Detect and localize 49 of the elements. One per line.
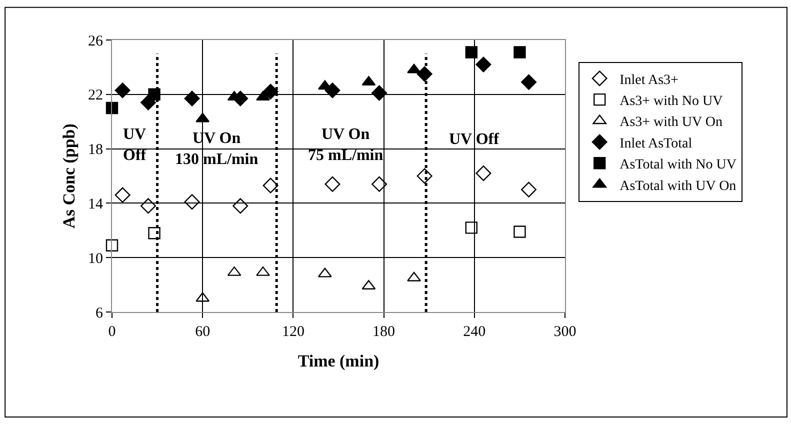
- point: [114, 82, 130, 98]
- legend-label: AsTotal with No UV: [620, 158, 736, 173]
- point: [148, 227, 160, 240]
- y-tick-label: 18: [88, 142, 103, 158]
- annotation: UV Off: [449, 131, 500, 148]
- x-tick-label: 240: [463, 324, 486, 340]
- x-tick-label: 300: [554, 324, 576, 340]
- point: [184, 90, 200, 106]
- point: [148, 88, 160, 100]
- y-tick-label: 10: [88, 250, 103, 267]
- point: [465, 222, 478, 234]
- legend-label: As3+ with No UV: [620, 94, 723, 110]
- point: [262, 178, 278, 194]
- y-tick-label: 14: [88, 196, 104, 212]
- x-tick-label: 180: [372, 324, 396, 340]
- point: [372, 85, 388, 101]
- point: [140, 198, 156, 214]
- y-tick-label: 22: [88, 88, 103, 104]
- point: [256, 266, 270, 276]
- annotation: UV On 75 mL/min: [308, 126, 384, 164]
- point: [372, 176, 388, 192]
- point: [184, 194, 200, 210]
- point: [514, 46, 526, 58]
- legend-label: Inlet AsTotal: [620, 136, 692, 152]
- legend-label: As3+ with UV On: [620, 115, 723, 130]
- point: [407, 64, 421, 74]
- point: [476, 56, 492, 72]
- point: [476, 166, 492, 182]
- point: [114, 187, 130, 203]
- point: [232, 198, 248, 214]
- x-tick-label: 60: [195, 324, 210, 340]
- x-tick-label: 120: [282, 324, 304, 340]
- annotation: UV Off: [123, 126, 147, 164]
- legend-label: AsTotal with UV On: [620, 178, 736, 194]
- y-tick-label: 6: [96, 305, 104, 322]
- point: [465, 46, 478, 58]
- point: [521, 182, 537, 198]
- point: [416, 168, 432, 184]
- legend-label: Inlet As3+: [620, 72, 679, 88]
- x-tick-label: 0: [108, 324, 116, 340]
- point: [407, 272, 421, 282]
- y-axis-title: As Conc (ppb): [60, 124, 79, 228]
- y-tick-label: 26: [88, 33, 104, 50]
- point: [262, 84, 278, 100]
- x-axis-title: Time (min): [298, 351, 380, 370]
- point: [521, 74, 537, 90]
- point: [514, 226, 526, 238]
- point: [324, 176, 340, 192]
- point: [106, 239, 118, 252]
